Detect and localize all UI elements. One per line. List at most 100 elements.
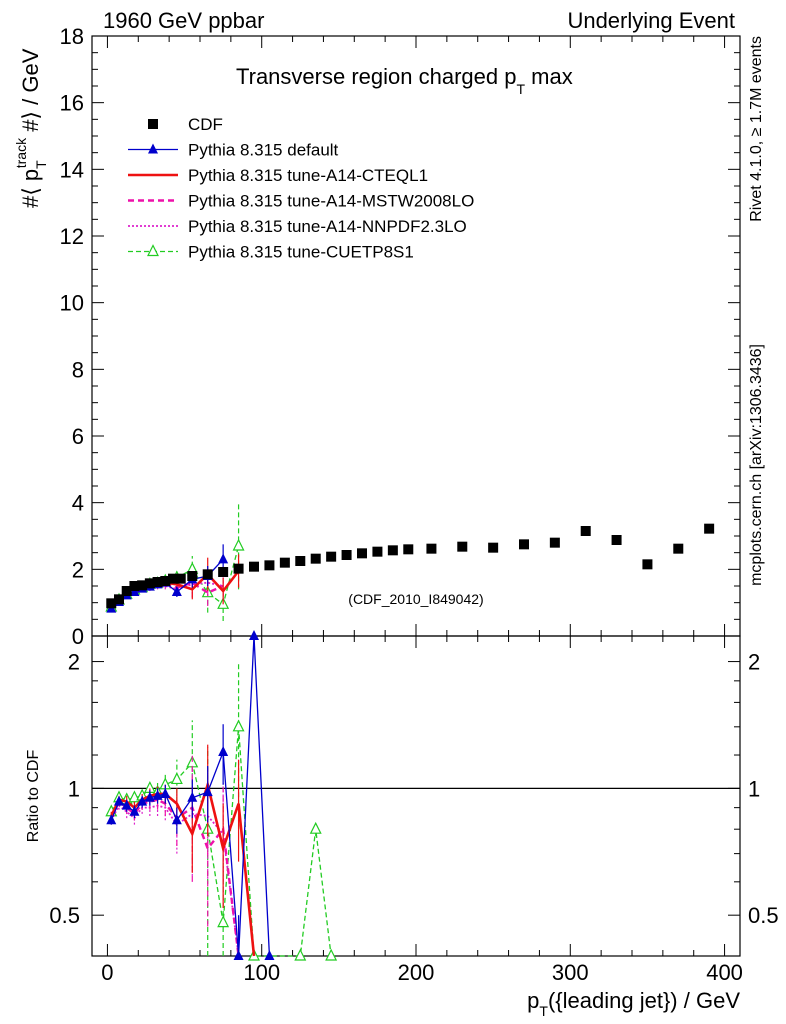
ratio-y-tick-label-right: 0.5 bbox=[748, 903, 779, 928]
cdf-data-point bbox=[295, 556, 306, 566]
marker-blue bbox=[144, 791, 155, 802]
legend-entry-red: Pythia 8.315 tune-A14-CTEQL1 bbox=[128, 166, 428, 185]
marker-blue bbox=[218, 745, 229, 756]
marker-green bbox=[325, 948, 338, 961]
main-y-tick-label: 14 bbox=[60, 157, 84, 182]
ratio-y-tick-label: 0.5 bbox=[49, 903, 80, 928]
series-green bbox=[105, 661, 338, 961]
ratio-y-tick-label-right: 1 bbox=[748, 776, 760, 801]
cdf-data-point bbox=[152, 577, 163, 587]
main-y-axis-label: #⟨ pTtrack #⟩ / GeV bbox=[13, 48, 49, 208]
main-axis-ticks: 0 2 4 6 8 10 12 14 16 18 bbox=[60, 24, 740, 649]
cdf-data-point bbox=[175, 573, 186, 584]
cdf-data-point bbox=[218, 567, 229, 577]
series-magenta-dot bbox=[110, 767, 240, 957]
main-y-tick-label: 12 bbox=[60, 224, 84, 249]
legend-label: Pythia 8.315 tune-A14-MSTW2008LO bbox=[188, 192, 474, 211]
cdf-data-point bbox=[160, 576, 171, 586]
legend-marker bbox=[147, 244, 159, 257]
rivet-version-label: Rivet 4.1.0, ≥ 1.7M events bbox=[748, 36, 765, 222]
cdf-data-point bbox=[611, 535, 622, 545]
cdf-data-point bbox=[233, 563, 244, 574]
legend-entry-green: Pythia 8.315 tune-CUETP8S1 bbox=[128, 243, 414, 262]
marker-blue bbox=[187, 791, 198, 802]
cdf-data-point bbox=[673, 543, 684, 554]
legend-entry-blue: Pythia 8.315 default bbox=[128, 141, 339, 160]
main-y-tick-label: 8 bbox=[72, 357, 84, 382]
marker-blue bbox=[264, 950, 275, 960]
marker-blue bbox=[137, 795, 148, 806]
marker-green bbox=[232, 719, 245, 732]
marker-blue bbox=[129, 805, 140, 816]
marker-green bbox=[309, 821, 322, 834]
cdf-data-point bbox=[249, 561, 259, 572]
marker-green bbox=[170, 772, 183, 785]
cdf-data-point bbox=[704, 523, 715, 534]
cdf-data-point bbox=[387, 545, 398, 556]
legend-label: Pythia 8.315 default bbox=[188, 141, 339, 160]
marker-blue bbox=[233, 950, 244, 960]
cdf-data-point bbox=[357, 548, 367, 559]
series-blue bbox=[106, 630, 275, 960]
cdf-data-point bbox=[642, 559, 653, 570]
marker-blue bbox=[202, 786, 213, 797]
series-red bbox=[110, 744, 256, 957]
cdf-data-point bbox=[488, 542, 499, 553]
cdf-data-point bbox=[426, 543, 437, 554]
series-line-magenta-dash bbox=[110, 581, 224, 609]
cdf-data-point bbox=[279, 557, 290, 568]
cdf-data-point bbox=[121, 586, 132, 596]
marker-blue bbox=[160, 787, 171, 798]
cdf-data-point bbox=[549, 537, 560, 548]
cdf-data-point bbox=[403, 544, 414, 555]
cdf-data-point bbox=[310, 553, 321, 564]
ratio-y-axis-label: Ratio to CDF bbox=[25, 750, 42, 843]
analysis-label: Underlying Event bbox=[567, 8, 735, 33]
marker-green bbox=[217, 915, 230, 928]
main-y-tick-label: 18 bbox=[60, 24, 84, 49]
legend-entry-magenta-dash: Pythia 8.315 tune-A14-MSTW2008LO bbox=[128, 192, 474, 211]
cdf-data-point bbox=[519, 539, 529, 550]
ratio-series-group bbox=[105, 630, 338, 961]
legend-label: Pythia 8.315 tune-A14-CTEQL1 bbox=[188, 166, 428, 185]
legend-marker bbox=[148, 143, 158, 154]
marker-blue bbox=[171, 814, 182, 825]
main-y-tick-label: 4 bbox=[72, 491, 84, 516]
marker-blue bbox=[171, 586, 182, 596]
cdf-data-point bbox=[264, 560, 275, 571]
cdf-data-point bbox=[114, 594, 124, 605]
cdf-data-point bbox=[372, 546, 383, 557]
x-tick-label: 400 bbox=[706, 960, 743, 985]
marker-blue bbox=[121, 799, 132, 810]
main-plot-title: Transverse region charged pT max bbox=[236, 64, 573, 97]
cdf-data-point bbox=[326, 551, 337, 562]
marker-blue bbox=[218, 553, 229, 564]
marker-green bbox=[232, 538, 245, 551]
mcplots-source-label: mcplots.cern.ch [arXiv:1306.3436] bbox=[748, 344, 765, 586]
energy-label: 1960 GeV ppbar bbox=[103, 8, 264, 33]
x-tick-label: 200 bbox=[398, 960, 435, 985]
main-y-tick-label: 6 bbox=[72, 424, 84, 449]
legend-label: CDF bbox=[188, 115, 223, 134]
marker-blue bbox=[114, 795, 124, 806]
ratio-y-tick-label: 1 bbox=[68, 776, 80, 801]
ratio-plot-frame bbox=[91, 635, 741, 957]
ratio-axis-ticks: 0.5 0.5 1 1 2 2 0 100 200 300 400 bbox=[49, 636, 779, 985]
legend-label: Pythia 8.315 tune-CUETP8S1 bbox=[188, 243, 414, 262]
ratio-y-tick-label-right: 2 bbox=[748, 650, 760, 675]
analysis-id-watermark: (CDF_2010_I849042) bbox=[348, 591, 483, 607]
marker-green bbox=[294, 948, 307, 961]
main-series-group bbox=[105, 502, 715, 621]
cdf-data-point bbox=[144, 578, 155, 589]
cdf-data-point bbox=[580, 526, 591, 536]
legend-label: Pythia 8.315 tune-A14-NNPDF2.3LO bbox=[188, 217, 467, 236]
marker-blue bbox=[249, 630, 259, 640]
main-y-tick-label: 2 bbox=[72, 557, 84, 582]
cdf-data-point bbox=[137, 580, 148, 591]
cdf-data-point bbox=[457, 541, 468, 552]
marker-blue bbox=[152, 789, 163, 800]
legend-marker-cdf bbox=[148, 119, 158, 129]
legend-entry-magenta-dot: Pythia 8.315 tune-A14-NNPDF2.3LO bbox=[128, 217, 467, 236]
x-tick-label: 0 bbox=[101, 960, 113, 985]
